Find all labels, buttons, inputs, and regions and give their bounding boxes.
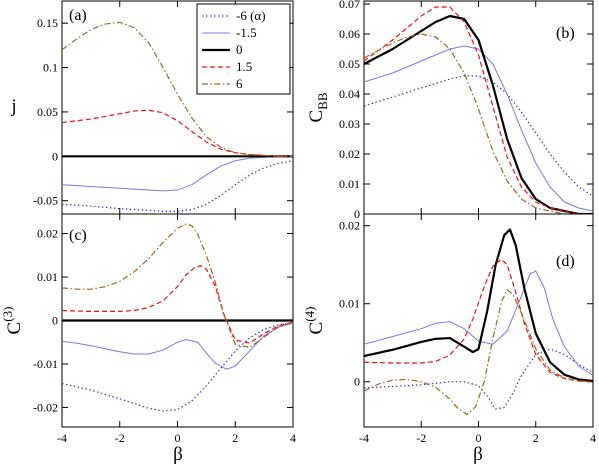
panel-b-ytick-label: 0.02 bbox=[339, 147, 360, 161]
panel-d-xtick-label: 2 bbox=[533, 431, 539, 445]
panel-c-series bbox=[62, 223, 293, 412]
legend-label: -6 (α) bbox=[236, 8, 266, 23]
panel-b-series-0 bbox=[364, 14, 593, 214]
panel-a-ytick-label: 0.1 bbox=[43, 61, 58, 75]
panel-a-series-m1p5 bbox=[62, 155, 293, 192]
panel-a-ytick-label: 0.05 bbox=[37, 105, 58, 119]
legend-label: 0 bbox=[236, 42, 243, 57]
panel-c-xtick-label: -4 bbox=[57, 431, 67, 445]
panel-d-xtick-label: 4 bbox=[590, 431, 596, 445]
panel-a-letter: (a) bbox=[69, 7, 87, 24]
panel-c-xtick-label: -2 bbox=[115, 431, 125, 445]
panel-b-ticks: 0 0.01 0.02 0.03 0.04 0.05 0.06 0.07 bbox=[339, 0, 594, 221]
legend: -6 (α) -1.5 0 1.5 6 bbox=[196, 3, 291, 95]
panel-d-xlabel: β bbox=[473, 444, 483, 465]
panel-c-series-m1p5 bbox=[62, 322, 293, 370]
panel-b-ytick-label: 0.01 bbox=[339, 177, 360, 191]
panel-d-ytick-label: 0.01 bbox=[339, 297, 360, 311]
panel-a-ytick-label: -0.05 bbox=[33, 194, 58, 208]
legend-label: 1.5 bbox=[236, 59, 252, 74]
panel-d-series-m6 bbox=[364, 348, 593, 410]
panel-b-series-m1p5 bbox=[364, 45, 593, 212]
panel-b-ytick-label: 0 bbox=[354, 207, 360, 221]
panel-c-ytick-label: 0.02 bbox=[37, 227, 58, 241]
panel-b-letter: (b) bbox=[556, 25, 575, 42]
panel-b-ylabel: CBB bbox=[306, 92, 330, 122]
panel-a-ytick-label: 0 bbox=[52, 149, 58, 163]
panel-c-ytick-label: 0 bbox=[52, 314, 58, 328]
panel-c-xtick-label: 2 bbox=[232, 431, 238, 445]
panel-d-xtick-label: 0 bbox=[476, 431, 482, 445]
panel-d-series-6 bbox=[364, 289, 593, 416]
panel-d-xtick-label: -4 bbox=[359, 431, 369, 445]
panel-a-series-6 bbox=[62, 21, 293, 157]
panel-d-series-0 bbox=[364, 228, 593, 383]
panel-c-ytick-label: -0.02 bbox=[33, 400, 58, 414]
panel-d-ticks: -4 -2 0 2 4 0 0.01 0.02 bbox=[339, 214, 596, 445]
panel-c-ytick-label: 0.01 bbox=[37, 270, 58, 284]
panel-d-frame bbox=[363, 213, 594, 428]
panel-c-ytick-label: -0.01 bbox=[33, 357, 58, 371]
panel-c-series-1p5 bbox=[62, 265, 293, 344]
panel-a-ytick-label: 0.15 bbox=[37, 16, 58, 30]
panel-b-series-6 bbox=[364, 33, 593, 214]
panel-a-series-m6 bbox=[62, 160, 293, 212]
panel-d-series-m1p5 bbox=[364, 270, 593, 376]
panel-a-ylabel: j bbox=[10, 96, 16, 117]
panel-d-series-1p5 bbox=[364, 258, 593, 383]
panel-c-series-m6 bbox=[62, 322, 293, 412]
panel-b-ytick-label: 0.03 bbox=[339, 117, 360, 131]
panel-d-ylabel: C(4) bbox=[302, 307, 327, 335]
panel-c-xtick-label: 0 bbox=[175, 431, 181, 445]
panel-b-ytick-label: 0.07 bbox=[339, 0, 360, 11]
panel-b-series-m6 bbox=[364, 75, 593, 197]
panel-a-series bbox=[62, 21, 293, 212]
panel-b-ytick-label: 0.06 bbox=[339, 27, 360, 41]
panel-c-xlabel: β bbox=[173, 444, 183, 465]
panel-c-ylabel: C(3) bbox=[0, 307, 25, 335]
panel-d-xtick-label: -2 bbox=[416, 431, 426, 445]
panel-c-xtick-label: 4 bbox=[290, 431, 296, 445]
panel-d-ytick-label: 0 bbox=[354, 375, 360, 389]
panel-d-ytick-label: 0.02 bbox=[339, 219, 360, 233]
panel-c-ticks: -4 -2 0 2 4 -0.02 -0.01 0 0.01 0.02 bbox=[33, 214, 296, 445]
panel-a-series-1p5 bbox=[62, 109, 293, 157]
panel-b-ytick-label: 0.05 bbox=[339, 57, 360, 71]
panel-b-ytick-label: 0.04 bbox=[339, 87, 360, 101]
panel-d: -4 -2 0 2 4 0 0.01 0.02 (d) C(4) β bbox=[302, 213, 596, 465]
panel-b-series-1p5 bbox=[364, 6, 593, 214]
legend-label: -1.5 bbox=[236, 25, 257, 40]
panel-c: -4 -2 0 2 4 -0.02 -0.01 0 0.01 0.02 (c) C(3) β bbox=[0, 213, 296, 465]
panel-d-letter: (d) bbox=[556, 253, 575, 270]
panel-c-letter: (c) bbox=[69, 227, 87, 244]
panel-b-series bbox=[364, 6, 593, 214]
legend-label: 6 bbox=[236, 76, 243, 91]
panel-d-series bbox=[364, 228, 593, 416]
panel-c-series-6 bbox=[62, 223, 293, 349]
panel-b: 0 0.01 0.02 0.03 0.04 0.05 0.06 0.07 (b) CBB bbox=[306, 0, 594, 221]
